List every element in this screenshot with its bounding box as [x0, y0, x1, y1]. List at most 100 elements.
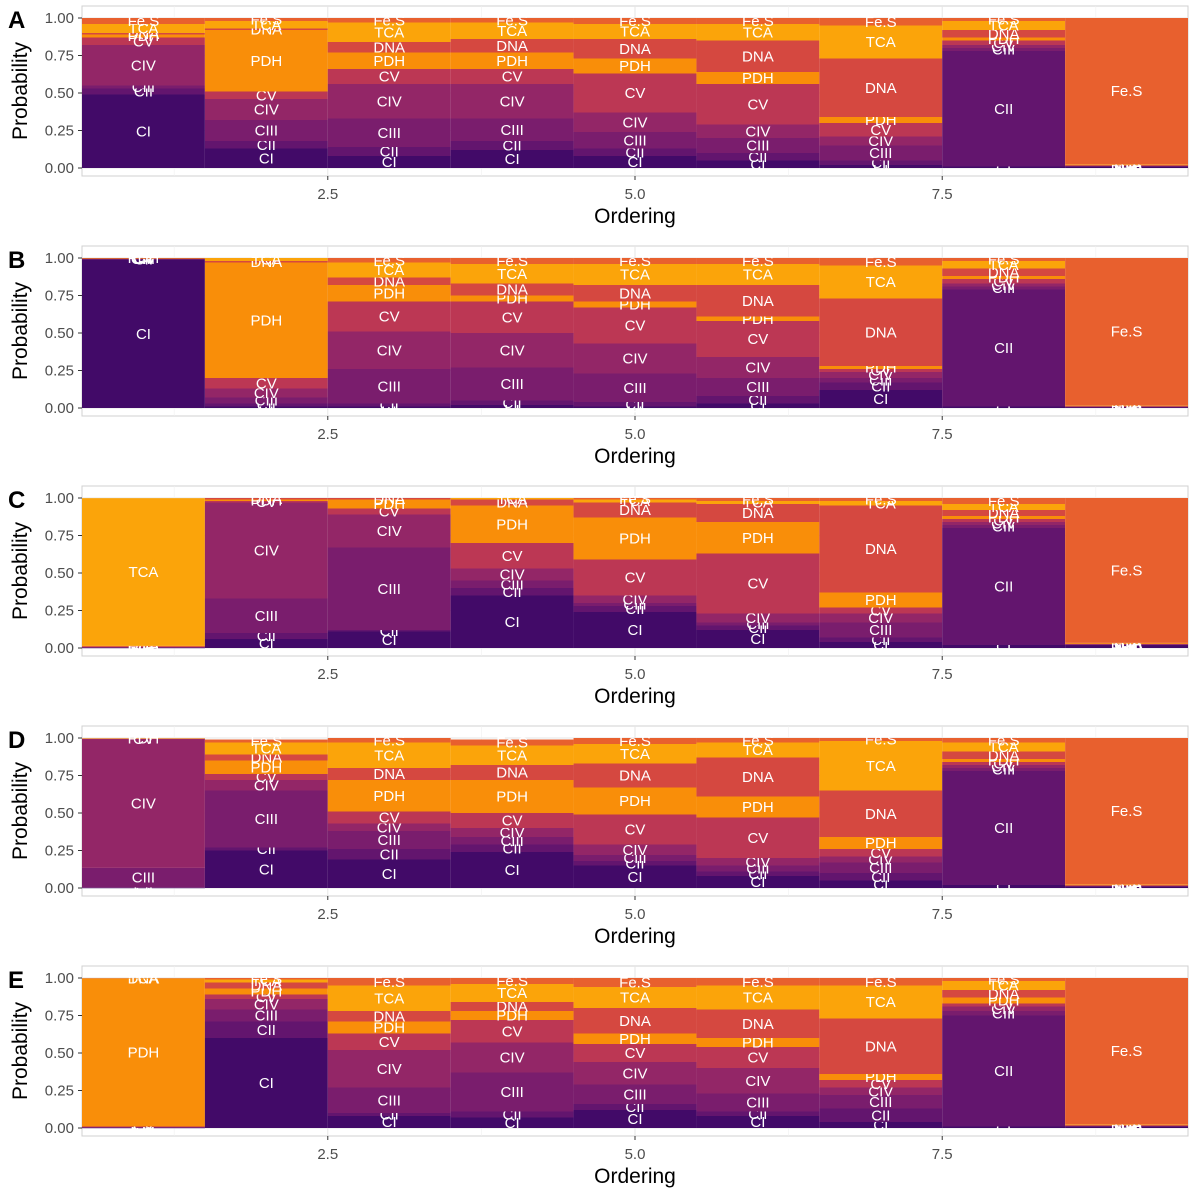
bar-segment-cv: [942, 762, 1066, 765]
bar-segment-dna: [1065, 1124, 1188, 1126]
bar-segment-dna: [1065, 643, 1188, 644]
segment-label: PDH: [373, 1020, 405, 1037]
segment-label: Fe.S: [619, 253, 651, 270]
segment-label: CI: [382, 1114, 397, 1131]
segment-label: DNA: [742, 48, 774, 65]
bar-segment-pdh: [450, 1011, 574, 1020]
bar-segment-dna: [942, 751, 1066, 759]
bar-segment-ci: [573, 865, 697, 888]
bar-segment-cii: [942, 1015, 1066, 1127]
segment-label: CI: [505, 1115, 520, 1132]
bar-segment-ciii: [819, 862, 943, 873]
segment-label: Fe.S: [496, 12, 528, 29]
bar-segment-tca: [450, 264, 574, 284]
segment-label: CV: [747, 576, 768, 593]
bar-segment-civ: [819, 136, 943, 146]
segment-label: TCA: [743, 990, 773, 1007]
bar-segment-dna: [204, 754, 328, 761]
y-tick-label: 0.75: [45, 768, 74, 785]
bar-segment-pdh: [327, 499, 451, 509]
segment-label: Fe.S: [742, 974, 774, 991]
bar-segment-ci: [82, 1127, 205, 1129]
segment-label: PDH: [250, 492, 282, 509]
bar-segment-fes: [573, 738, 697, 744]
segment-label: CV: [625, 570, 646, 587]
segment-label: CI: [873, 391, 888, 408]
bar-segment-ciii: [204, 598, 328, 633]
bar-segment-tca: [819, 265, 943, 299]
segment-label: Fe.S: [742, 13, 774, 30]
bar-segment-cii: [1065, 644, 1188, 646]
bar-segment-dna: [696, 1009, 820, 1038]
segment-label: CI: [750, 631, 765, 648]
bar-segment-tca: [942, 742, 1066, 752]
bar-segment-civ: [696, 1068, 820, 1094]
segment-label: CI: [505, 151, 520, 168]
bar-segment-cv: [942, 40, 1066, 45]
bar-segment-civ: [450, 828, 574, 837]
segment-label: CIV: [500, 93, 525, 110]
segment-label: DNA: [373, 766, 405, 783]
bar-segment-pdh: [204, 499, 328, 501]
segment-label: CIV: [377, 523, 402, 540]
bar-segment-tca: [204, 258, 328, 261]
bar-segment-dna: [696, 504, 820, 522]
bar-segment-pdh: [204, 760, 328, 774]
bar-segment-cii: [82, 887, 205, 888]
segment-label: CII: [994, 579, 1013, 596]
segment-label: CI: [628, 154, 643, 171]
bar-segment-civ: [819, 856, 943, 863]
bar-segment-cv: [942, 1003, 1066, 1007]
x-tick-label: 2.5: [317, 1146, 338, 1163]
bar-segment-civ: [82, 738, 205, 868]
bar-segment-civ: [327, 823, 451, 831]
bar-segment-tca: [573, 744, 697, 764]
bar-segment-ciii: [327, 1087, 451, 1113]
segment-label: TCA: [989, 739, 1019, 756]
segment-label: PDH: [373, 788, 405, 805]
panel-letter: C: [8, 487, 25, 514]
bar-segment-dna: [942, 510, 1066, 516]
bar-segment-cv: [696, 1047, 820, 1068]
bar-segment-ciii: [942, 525, 1066, 528]
y-tick-label: 0.50: [45, 1045, 74, 1062]
segment-label: TCA: [374, 747, 404, 764]
bar-segment-civ: [1065, 644, 1188, 645]
segment-label: PDH: [496, 1008, 528, 1025]
bar-segment-cv: [450, 301, 574, 333]
bar-segment-cii: [204, 141, 328, 149]
segment-label: Fe.S: [619, 733, 651, 750]
bar-segment-cv: [450, 543, 574, 569]
y-tick-label: 1.00: [45, 730, 74, 747]
bar-segment-cii: [450, 844, 574, 852]
bar-segment-fes: [450, 978, 574, 984]
bar-segment-fes: [1065, 738, 1188, 885]
bar-segment-ciii: [204, 397, 328, 404]
bar-segment-tca: [450, 22, 574, 39]
segment-label: CIII: [746, 379, 769, 396]
segment-label: CIV: [622, 351, 647, 368]
bar-segment-cii: [82, 259, 205, 260]
bar-segment-ci: [942, 406, 1066, 408]
bar-segment-ci: [573, 406, 697, 408]
bar-segment-civ: [942, 1006, 1066, 1011]
y-tick-label: 0.00: [45, 640, 74, 657]
bar-segment-pdh: [819, 366, 943, 369]
segment-label: TCA: [866, 994, 896, 1011]
segment-label: DNA: [865, 1038, 897, 1055]
segment-label: CV: [625, 318, 646, 335]
bar-segment-cv: [1065, 643, 1188, 645]
bar-segment-cii: [696, 396, 820, 404]
bar-segment-dna: [819, 1018, 943, 1074]
segment-label: TCA: [866, 34, 896, 51]
bar-segment-ciii: [696, 865, 820, 872]
bar-segment-dna: [450, 499, 574, 506]
segment-label: CIII: [623, 1086, 646, 1103]
bar-segment-pdh: [942, 276, 1066, 279]
